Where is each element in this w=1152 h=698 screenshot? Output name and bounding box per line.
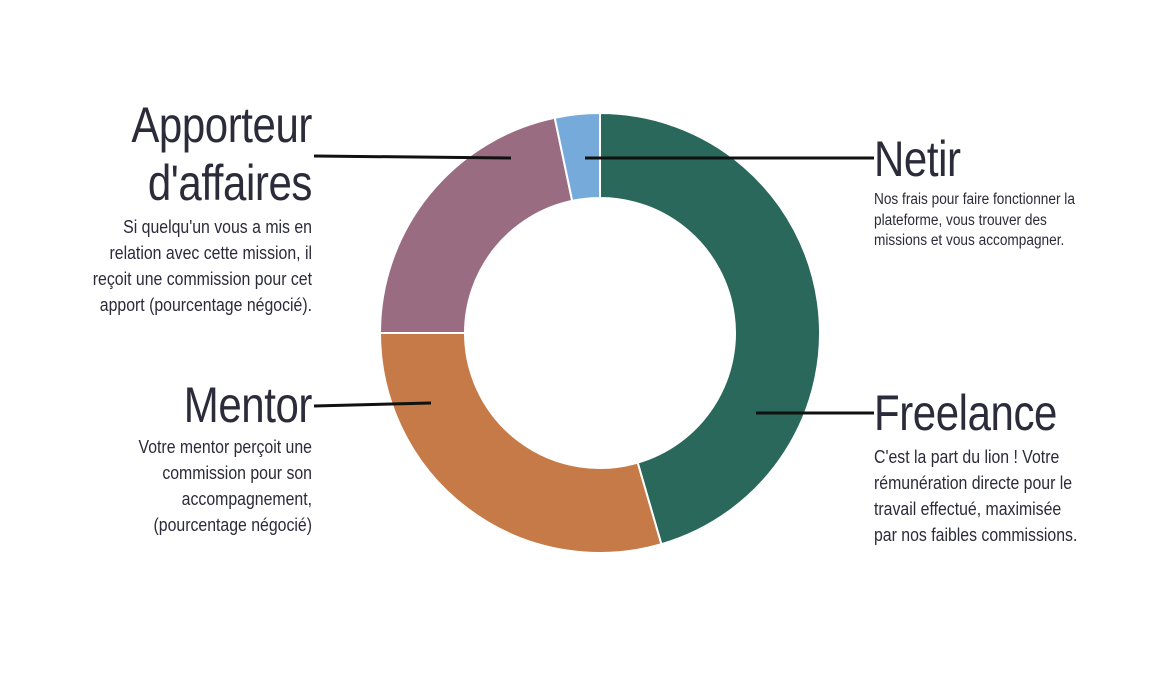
freelance-desc-line: rémunération directe pour le: [874, 473, 1073, 494]
apporteur-title-line2: d'affaires: [147, 155, 313, 211]
slice-mentor: [378, 332, 663, 554]
freelance-desc-line: C'est la part du lion ! Votre: [874, 447, 1060, 467]
slice-netir: [553, 111, 601, 203]
leader-lines: [313, 154, 874, 415]
label-netir: Netir Nos frais pour faire fonctionner l…: [874, 130, 1144, 252]
leader-line-apporteur: [313, 154, 512, 160]
netir-description: Nos frais pour faire fonctionner la plat…: [874, 190, 1112, 252]
apporteur-desc-line: Si quelqu'un vous a mis en: [123, 217, 312, 237]
netir-title: Netir: [874, 131, 961, 187]
mentor-desc-line: accompagnement,: [181, 489, 312, 510]
leader-line-mentor: [313, 401, 432, 408]
freelance-title: Freelance: [874, 385, 1057, 441]
netir-desc-line: plateforme, vous trouver des: [874, 211, 1047, 229]
label-freelance: Freelance C'est la part du lion ! Votre …: [874, 384, 1144, 548]
donut-slices: [378, 111, 822, 554]
apporteur-desc-line: reçoit une commission pour cet: [92, 269, 312, 290]
apporteur-desc-line: apport (pourcentage négocié).: [99, 295, 313, 316]
slice-apporteur-d-affaires: [378, 116, 574, 334]
apporteur-title: Apporteur d'affaires: [43, 96, 312, 212]
mentor-desc-line: Votre mentor perçoit une: [138, 437, 312, 457]
netir-desc-line: missions et vous accompagner.: [874, 232, 1065, 250]
freelance-description: C'est la part du lion ! Votre rémunérati…: [874, 444, 1112, 548]
apporteur-description: Si quelqu'un vous a mis en relation avec…: [30, 214, 312, 318]
mentor-desc-line: commission pour son: [162, 463, 312, 484]
apporteur-desc-line: relation avec cette mission, il: [109, 243, 312, 264]
label-mentor: Mentor Votre mentor perçoit une commissi…: [0, 376, 313, 538]
apporteur-title-line1: Apporteur: [131, 97, 312, 153]
mentor-description: Votre mentor perçoit une commission pour…: [30, 434, 312, 538]
mentor-title: Mentor: [183, 377, 313, 433]
netir-desc-line: Nos frais pour faire fonctionner la: [874, 191, 1075, 208]
mentor-desc-line: (pourcentage négocié): [153, 515, 312, 536]
freelance-desc-line: par nos faibles commissions.: [874, 525, 1078, 546]
freelance-desc-line: travail effectué, maximisée: [874, 499, 1062, 520]
slice-freelance: [599, 111, 822, 546]
label-apporteur: Apporteur d'affaires Si quelqu'un vous a…: [0, 96, 313, 318]
